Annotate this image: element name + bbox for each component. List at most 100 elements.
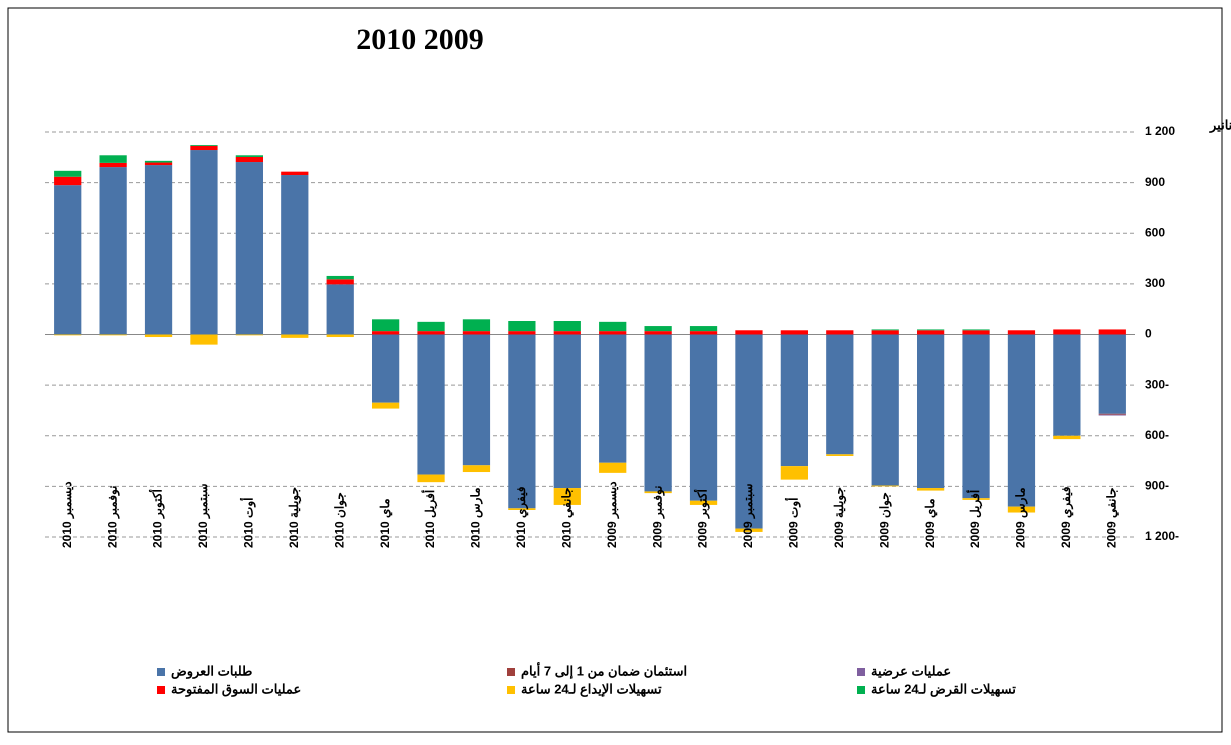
legend-label: تسهيلات الإيداع لـ24 ساعة [521,681,662,697]
legend-swatch [857,668,865,676]
y-tick-label: 300- [1145,377,1169,391]
bar-segment [962,329,990,331]
bar-segment [553,331,581,335]
legend-label: طلبات العروض [171,663,252,679]
legend-label: تسهيلات القرض لـ24 ساعة [871,681,1016,697]
bar-segment [54,334,82,336]
y-axis-label: بملايين الدنانير [1209,117,1231,133]
x-tick-label: جوان 2009 [877,492,892,548]
bar-segment [871,330,899,335]
bar-segment [144,334,173,338]
x-tick-label: فيفري 2010 [514,486,529,548]
bar-segment [553,321,581,332]
bar-segment [599,462,627,473]
bar-segment [144,160,173,163]
bar-segment [826,330,854,335]
y-tick-label: 1 200- [1145,529,1179,543]
x-tick-label: سبتمبر 2009 [741,483,756,548]
bar-segment [644,491,672,494]
x-tick-label: أكتوبر 2009 [695,489,711,548]
bar-segment [235,155,263,157]
bar-segment [326,334,354,338]
x-tick-label: أفريل 2010 [422,490,438,548]
bar-segment [99,334,127,336]
bar-segment [917,329,945,331]
x-tick-label: جانفي 2010 [559,487,574,548]
bar-segment [54,185,82,335]
bar-segment [689,326,718,332]
x-tick-label: جوان 2010 [332,492,347,548]
bar-segment [871,485,899,487]
x-tick-label: أوت 2009 [786,498,802,548]
x-tick-label: جويلية 2009 [832,487,847,548]
bar-segment [689,334,718,501]
frame [7,7,1223,733]
bar-segment [1098,329,1126,335]
y-tick-label: 0 [1145,327,1152,341]
bar-segment [780,466,808,480]
bar-segment [826,454,854,456]
legend-label: عمليات السوق المفتوحة [171,681,301,697]
bar-segment [1007,506,1036,513]
bar-segment [417,474,445,483]
y-tick-label: 300 [1145,276,1165,290]
bar-segment [508,334,536,509]
x-tick-label: أوت 2010 [241,498,257,548]
bar-segment [281,175,309,335]
bar-segment [917,488,945,491]
bar-segment [54,170,82,177]
bar-segment [462,334,491,466]
bar-segment [644,334,672,492]
bar-segment [1053,435,1081,440]
x-tick-label: ديسمبر 2009 [605,481,620,548]
bar-segment [326,275,354,280]
bar-segment [1098,414,1126,416]
x-tick-label: سبتمبر 2010 [196,483,211,548]
bar-segment [372,319,400,332]
x-tick-label: نوفمبر 2009 [650,486,665,549]
bar-segment [1098,413,1126,415]
bar-segment [962,330,990,335]
bar-segment [235,334,263,336]
y-tick-label: 600- [1145,428,1169,442]
legend-swatch [507,686,515,694]
bar-segment [190,144,218,146]
bar-segment [462,319,491,332]
bar-segment [372,331,400,335]
bar-segment [190,150,218,335]
bar-segment [326,279,354,285]
bar-segment [54,176,82,186]
bar-segment [508,331,536,335]
bar-segment [144,162,173,166]
x-tick-label: أفريل 2009 [967,490,983,548]
bar-segment [871,334,899,486]
bar-segment [462,331,491,335]
bar-segment [99,155,127,163]
bar-segment [735,334,763,529]
y-tick-label: 900 [1145,175,1165,189]
legend-swatch [157,668,165,676]
bar-segment [735,528,763,532]
bar-segment [644,326,672,332]
bar-segment [1098,334,1126,414]
bar-segment [917,330,945,335]
legend-swatch [857,686,865,694]
x-tick-label: مارس 2009 [1014,487,1029,548]
bar-segment [599,321,627,332]
x-tick-label: أكتوبر 2010 [150,489,166,548]
bar-segment [508,508,536,510]
legend-swatch [157,686,165,694]
chart-title: 2010 2009 [356,23,484,56]
legend-label: عمليات عرضية [871,663,951,679]
bar-segment [508,321,536,332]
bar-segment [962,334,990,499]
bar-segment [644,331,672,335]
bar-segment [826,334,854,455]
bar-segment [99,167,127,335]
x-tick-label: جويلية 2010 [287,487,302,548]
bar-segment [871,329,899,331]
bar-segment [417,321,445,332]
y-tick-label: 900- [1145,479,1169,493]
bar-segment [1007,330,1036,335]
